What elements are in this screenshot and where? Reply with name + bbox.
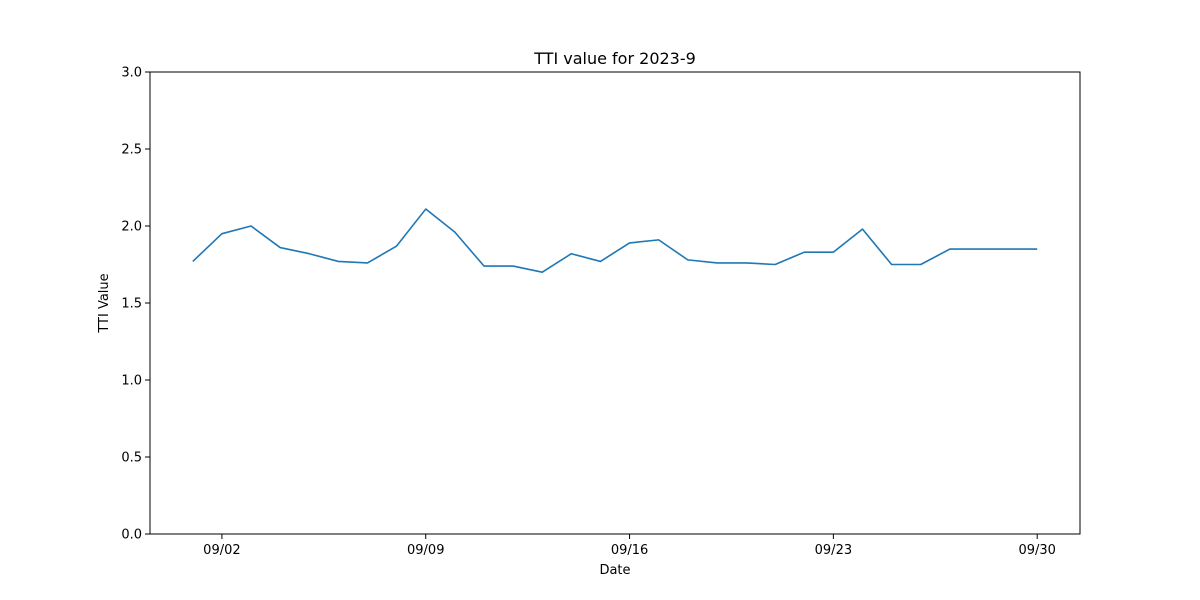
y-tick-label: 2.5 [121, 143, 142, 158]
y-axis: 0.0 0.5 1.0 1.5 2.0 2.5 3.0 [121, 66, 150, 543]
y-tick-label: 1.0 [121, 374, 142, 389]
chart-title: TTI value for 2023-9 [533, 49, 696, 68]
y-axis-label: TTI Value [97, 273, 112, 333]
y-tick-label: 2.0 [121, 220, 142, 235]
series-layer [192, 208, 1038, 274]
x-tick-label: 09/30 [1018, 543, 1055, 558]
x-tick-label: 09/09 [407, 543, 444, 558]
series-line [192, 208, 1038, 274]
x-axis: 09/02 09/09 09/16 09/23 09/30 [203, 534, 1056, 558]
y-tick-label: 3.0 [121, 66, 142, 81]
plot-frame [149, 71, 1081, 535]
x-tick-label: 09/16 [611, 543, 648, 558]
y-tick-label: 0.5 [121, 451, 142, 466]
x-tick-label: 09/23 [815, 543, 852, 558]
y-tick-label: 1.5 [121, 297, 142, 312]
x-tick-label: 09/02 [203, 543, 240, 558]
y-tick-label: 0.0 [121, 528, 142, 543]
x-axis-label: Date [599, 563, 630, 578]
